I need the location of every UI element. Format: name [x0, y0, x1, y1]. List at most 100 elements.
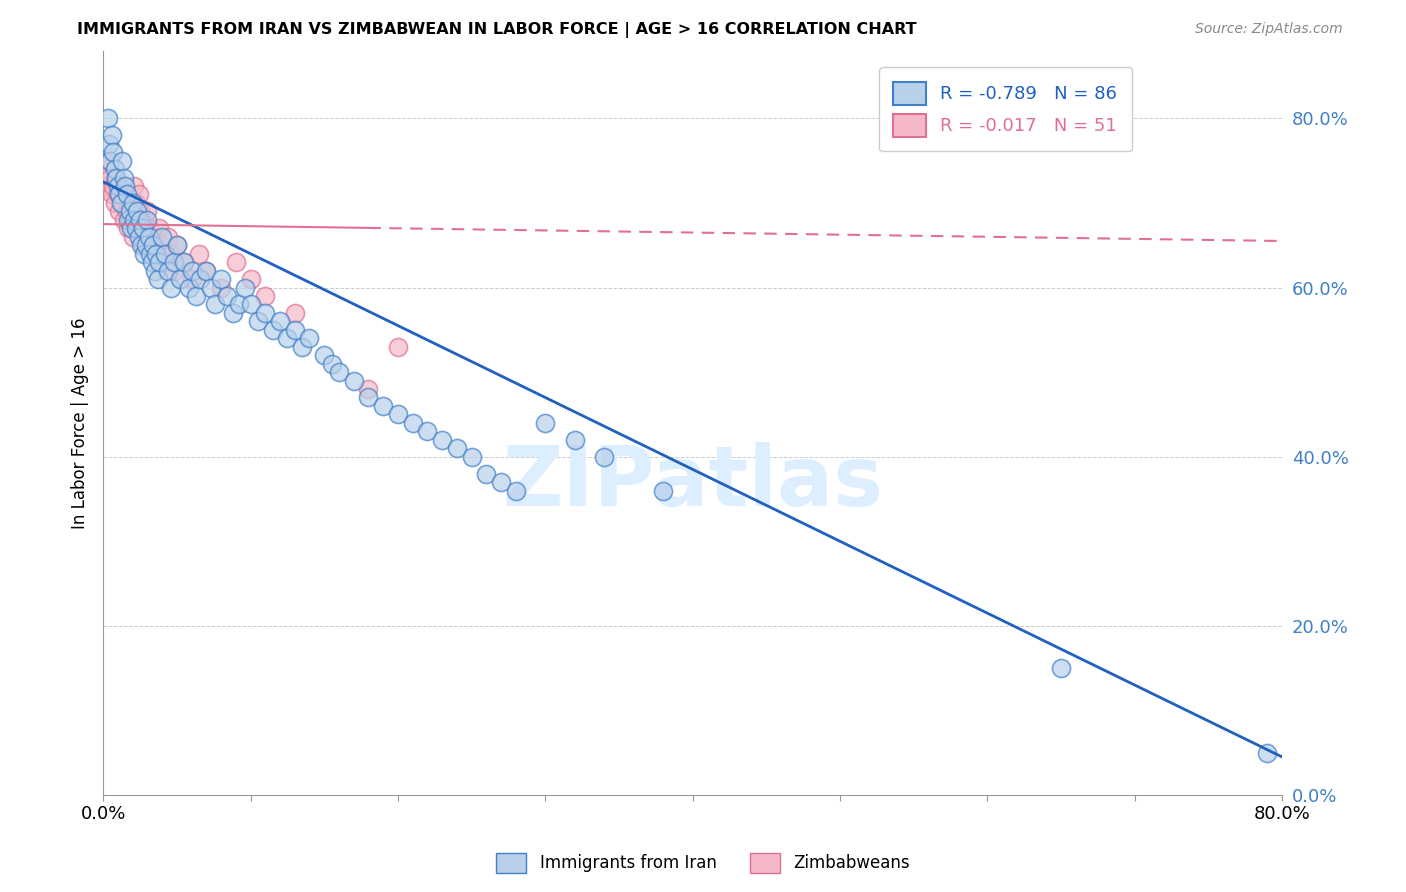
Point [131, 221, 153, 235]
Point [132, 221, 155, 235]
Point [209, 272, 232, 286]
Point [160, 280, 183, 294]
Point [184, 289, 207, 303]
Point [121, 196, 143, 211]
Point [111, 153, 134, 168]
Point [166, 238, 188, 252]
Point [94, 179, 117, 194]
Point [98, 153, 121, 168]
Point [239, 297, 262, 311]
Point [120, 221, 142, 235]
Point [1050, 661, 1073, 675]
Point [129, 212, 152, 227]
Point [177, 280, 200, 294]
Point [195, 263, 218, 277]
Point [163, 263, 186, 277]
Point [105, 170, 128, 185]
Point [314, 348, 336, 362]
Point [204, 297, 226, 311]
Point [416, 425, 439, 439]
Point [430, 433, 453, 447]
Point [387, 340, 409, 354]
Point [125, 212, 148, 227]
Point [328, 365, 350, 379]
Point [117, 212, 139, 227]
Point [110, 196, 132, 211]
Point [233, 280, 256, 294]
Point [269, 314, 291, 328]
Point [489, 475, 512, 489]
Y-axis label: In Labor Force | Age > 16: In Labor Force | Age > 16 [72, 318, 89, 529]
Point [115, 187, 138, 202]
Point [135, 238, 157, 252]
Point [122, 179, 145, 194]
Point [129, 204, 152, 219]
Point [187, 246, 209, 260]
Point [121, 229, 143, 244]
Point [146, 272, 169, 286]
Point [124, 196, 146, 211]
Point [96, 162, 118, 177]
Point [475, 467, 498, 481]
Point [136, 212, 159, 227]
Point [132, 238, 155, 252]
Point [101, 128, 124, 143]
Point [357, 382, 380, 396]
Point [141, 255, 163, 269]
Point [564, 433, 586, 447]
Point [190, 272, 212, 286]
Point [100, 170, 122, 185]
Point [114, 187, 136, 202]
Legend: Immigrants from Iran, Zimbabweans: Immigrants from Iran, Zimbabweans [489, 847, 917, 880]
Point [150, 229, 173, 244]
Point [139, 246, 162, 260]
Point [343, 374, 366, 388]
Point [98, 136, 121, 151]
Point [134, 246, 156, 260]
Point [163, 255, 186, 269]
Point [180, 263, 202, 277]
Point [108, 187, 131, 202]
Text: IMMIGRANTS FROM IRAN VS ZIMBABWEAN IN LABOR FORCE | AGE > 16 CORRELATION CHART: IMMIGRANTS FROM IRAN VS ZIMBABWEAN IN LA… [77, 22, 917, 38]
Point [112, 212, 135, 227]
Point [143, 263, 166, 277]
Point [142, 229, 165, 244]
Point [105, 170, 128, 185]
Point [156, 263, 179, 277]
Point [134, 212, 156, 227]
Point [173, 255, 195, 269]
Point [131, 238, 153, 252]
Point [534, 416, 557, 430]
Point [96, 112, 118, 126]
Point [108, 204, 131, 219]
Point [101, 187, 124, 202]
Point [138, 221, 160, 235]
Point [276, 331, 298, 345]
Point [122, 212, 145, 227]
Point [180, 272, 202, 286]
Point [107, 179, 129, 194]
Point [142, 238, 165, 252]
Point [291, 340, 314, 354]
Point [107, 187, 129, 202]
Point [111, 196, 134, 211]
Point [104, 162, 127, 177]
Point [262, 323, 284, 337]
Point [652, 483, 675, 498]
Legend: R = -0.789   N = 86, R = -0.017   N = 51: R = -0.789 N = 86, R = -0.017 N = 51 [879, 67, 1132, 152]
Point [135, 229, 157, 244]
Point [148, 221, 170, 235]
Point [169, 272, 191, 286]
Point [215, 289, 238, 303]
Point [112, 170, 135, 185]
Point [200, 280, 222, 294]
Point [153, 246, 176, 260]
Point [153, 255, 176, 269]
Point [173, 255, 195, 269]
Point [128, 229, 150, 244]
Point [138, 229, 160, 244]
Point [125, 204, 148, 219]
Point [1256, 746, 1278, 760]
Point [103, 179, 125, 194]
Point [209, 280, 232, 294]
